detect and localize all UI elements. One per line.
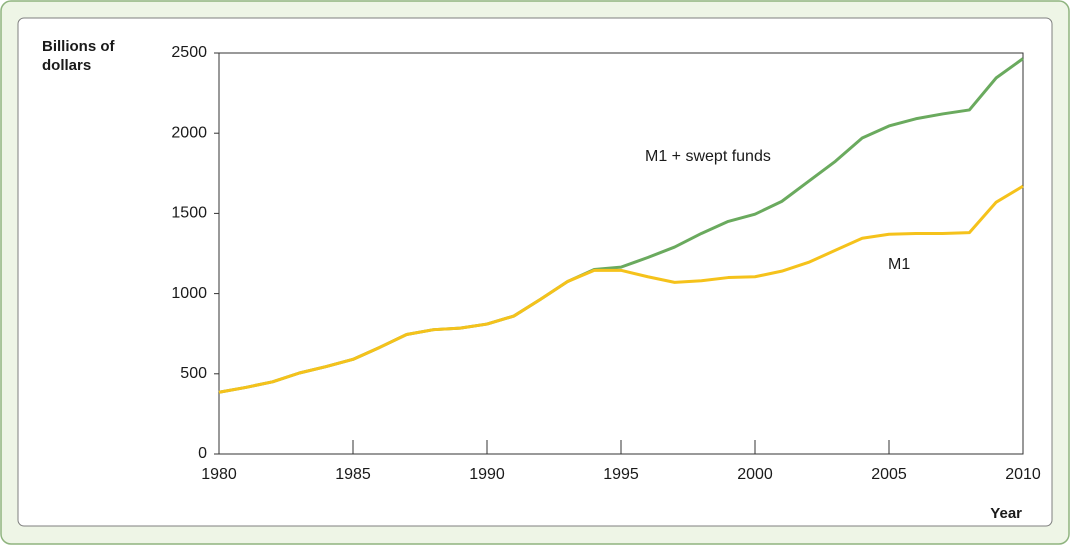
x-tick-label: 2010	[1005, 466, 1041, 483]
x-tick-label: 1990	[469, 466, 505, 483]
x-tick-label: 2000	[737, 466, 773, 483]
x-tick-label: 1985	[335, 466, 371, 483]
x-axis-label: Year	[990, 505, 1022, 522]
x-tick-label: 1980	[201, 466, 237, 483]
chart-frame	[17, 17, 1053, 527]
y-tick-label: 2500	[171, 44, 207, 61]
y-tick-label: 500	[180, 365, 207, 382]
series-line	[218, 184, 1024, 394]
series-label: M1 + swept funds	[645, 148, 771, 165]
series-label: M1	[888, 256, 910, 273]
y-tick-label: 1000	[171, 285, 207, 302]
y-axis-label: dollars	[42, 57, 91, 74]
y-tick-label: 2000	[171, 124, 207, 141]
x-tick-label: 2005	[871, 466, 907, 483]
y-tick-label: 1500	[171, 205, 207, 222]
y-axis-label: Billions of	[42, 38, 116, 55]
y-tick-label: 0	[198, 445, 207, 462]
x-tick-label: 1995	[603, 466, 639, 483]
